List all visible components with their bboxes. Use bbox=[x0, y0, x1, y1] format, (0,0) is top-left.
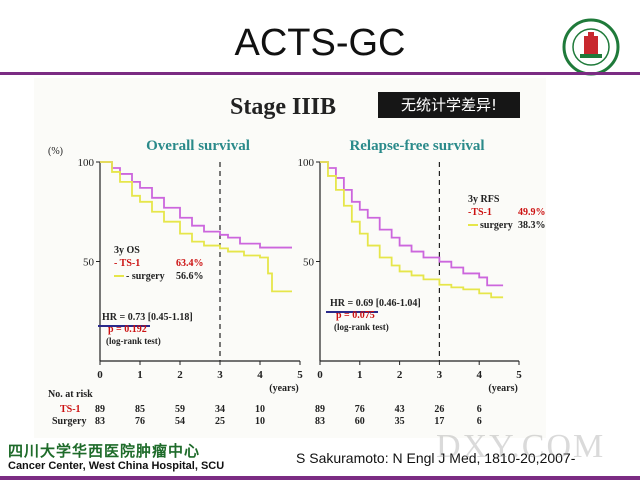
stage-title: Stage IIIB bbox=[230, 94, 336, 120]
chinese-note: 无统计学差异! bbox=[378, 92, 520, 118]
os-y-tick-label: 100 bbox=[78, 157, 95, 169]
os-at-risk-surgery: 54 bbox=[175, 416, 185, 427]
rfs-at-risk-surgery: 60 bbox=[355, 416, 365, 427]
citation: S Sakuramoto: N Engl J Med, 1810-20,2007… bbox=[296, 450, 576, 466]
footer-institution-cn: 四川大学华西医院肿瘤中心 bbox=[8, 442, 201, 460]
rfs-at-risk-ts1: 76 bbox=[355, 404, 365, 415]
os-at-risk-ts1: 85 bbox=[135, 404, 145, 415]
rfs-annotation-surgery-value: 38.3% bbox=[518, 220, 546, 231]
rfs-at-risk-surgery: 17 bbox=[434, 416, 444, 427]
os-x-tick-label: 0 bbox=[97, 369, 103, 381]
rfs-y-tick-label: 100 bbox=[298, 157, 315, 169]
os-at-risk-surgery: 76 bbox=[135, 416, 145, 427]
title-underline bbox=[0, 72, 640, 75]
rfs-y-tick-label: 50 bbox=[303, 257, 315, 269]
os-annotation-label: 3y OS bbox=[114, 245, 140, 256]
os-x-tick-label: 4 bbox=[257, 369, 263, 381]
rfs-series-surgery-line bbox=[320, 161, 504, 299]
os-x-label: (years) bbox=[269, 383, 298, 394]
rfs-at-risk-surgery: 35 bbox=[395, 416, 405, 427]
os-test-name: (log-rank test) bbox=[106, 336, 161, 346]
rfs-at-risk-ts1: 26 bbox=[434, 404, 444, 415]
os-at-risk-ts1: 10 bbox=[255, 404, 265, 415]
os-x-tick-label: 2 bbox=[177, 369, 183, 381]
rfs-at-risk-surgery: 6 bbox=[477, 416, 482, 427]
rfs-at-risk-surgery: 83 bbox=[315, 416, 325, 427]
os-y-label: (%) bbox=[48, 146, 63, 157]
os-at-risk-ts1: 34 bbox=[215, 404, 225, 415]
slide-title: ACTS-GC bbox=[234, 22, 406, 64]
rfs-x-tick-label: 3 bbox=[437, 369, 443, 381]
os-at-risk-ts1: 59 bbox=[175, 404, 185, 415]
at-risk-label-ts1: TS-1 bbox=[60, 404, 81, 415]
rfs-x-tick-label: 4 bbox=[476, 369, 482, 381]
rfs-x-label: (years) bbox=[488, 383, 517, 394]
rfs-p-value: p = 0.075 bbox=[336, 310, 375, 321]
os-p-value: p = 0.192 bbox=[108, 324, 147, 335]
rfs-x-tick-label: 0 bbox=[317, 369, 323, 381]
rfs-annotation-ts1-value: 49.9% bbox=[518, 207, 546, 218]
os-x-tick-label: 3 bbox=[217, 369, 223, 381]
rfs-at-risk-ts1: 43 bbox=[395, 404, 405, 415]
rfs-annotation-ts1-label: -TS-1 bbox=[468, 207, 492, 218]
os-at-risk-surgery: 10 bbox=[255, 416, 265, 427]
os-x-tick-label: 5 bbox=[297, 369, 303, 381]
os-annotation-ts1-label: - TS-1 bbox=[114, 258, 140, 269]
os-chart-title: Overall survival bbox=[146, 138, 250, 154]
rfs-chart-title: Relapse-free survival bbox=[349, 138, 484, 154]
rfs-x-tick-label: 1 bbox=[357, 369, 363, 381]
rfs-annotation-label: 3y RFS bbox=[468, 194, 500, 205]
os-at-risk-surgery: 25 bbox=[215, 416, 225, 427]
rfs-x-tick-label: 2 bbox=[397, 369, 403, 381]
rfs-annotation-surgery-label: surgery bbox=[480, 220, 513, 231]
bottom-accent-bar bbox=[0, 476, 640, 480]
rfs-at-risk-ts1: 89 bbox=[315, 404, 325, 415]
rfs-series-ts1-line bbox=[320, 161, 504, 287]
os-annotation-surgery-label: - surgery bbox=[126, 271, 165, 282]
rfs-at-risk-ts1: 6 bbox=[477, 404, 482, 415]
os-series-surgery-line bbox=[100, 161, 292, 293]
os-at-risk-ts1: 89 bbox=[95, 404, 105, 415]
footer-institution-en: Cancer Center, West China Hospital, SCU bbox=[8, 460, 225, 472]
rfs-x-tick-label: 5 bbox=[516, 369, 522, 381]
university-seal-logo bbox=[562, 18, 620, 76]
rfs-hazard-ratio: HR = 0.69 [0.46-1.04] bbox=[330, 298, 421, 309]
os-annotation-surgery-value: 56.6% bbox=[176, 271, 204, 282]
chart-panel: Stage IIIB Overall survival (%) 50 100 0 1 2 3 4 5… bbox=[34, 78, 546, 438]
os-annotation-ts1-value: 63.4% bbox=[176, 258, 204, 269]
watermark: DXY.COM bbox=[436, 428, 606, 465]
at-risk-label-surgery: Surgery bbox=[52, 416, 86, 427]
at-risk-header: No. at risk bbox=[48, 389, 93, 400]
os-series-ts1-line bbox=[100, 161, 292, 249]
os-x-tick-label: 1 bbox=[137, 369, 143, 381]
os-at-risk-surgery: 83 bbox=[95, 416, 105, 427]
os-hazard-ratio: HR = 0.73 [0.45-1.18] bbox=[102, 312, 193, 323]
rfs-test-name: (log-rank test) bbox=[334, 322, 389, 332]
os-y-tick-label: 50 bbox=[83, 257, 95, 269]
